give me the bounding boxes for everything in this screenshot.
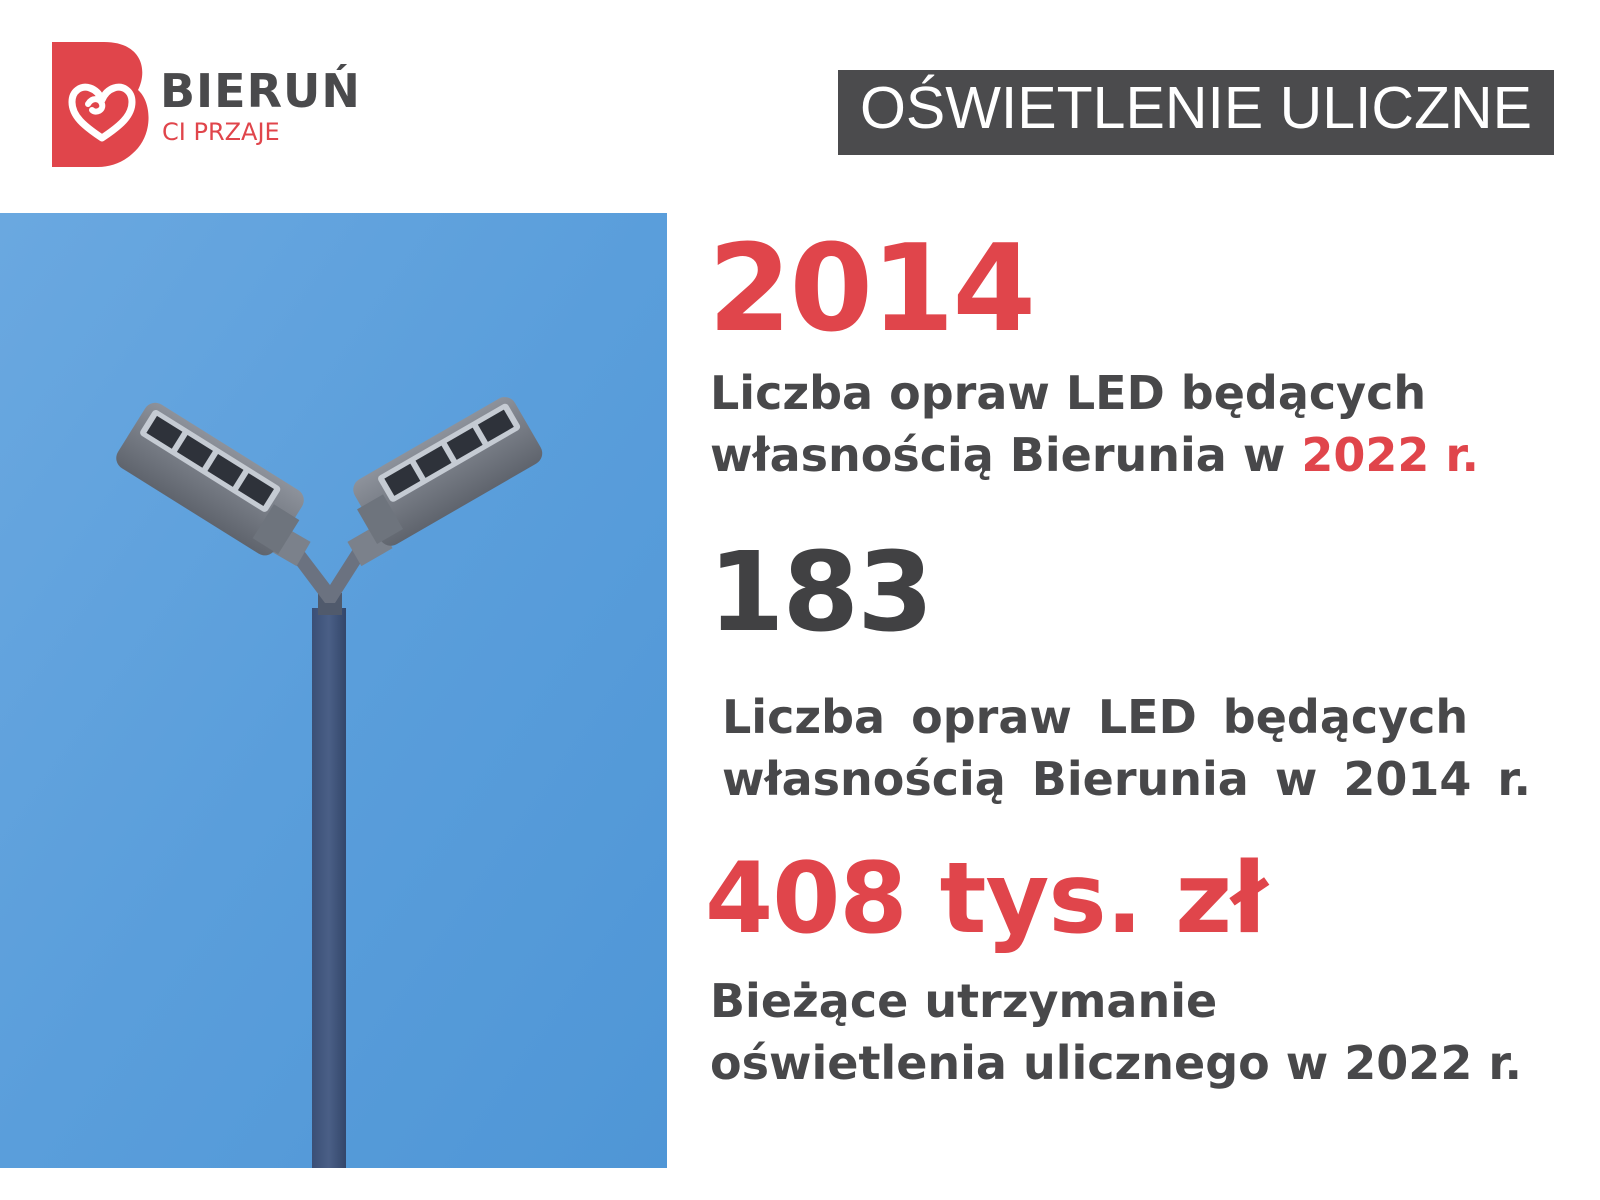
stat-description-1-highlight: 2022 r. bbox=[1301, 428, 1480, 482]
stat-description-3-line1: Bieżące utrzymanie bbox=[710, 974, 1218, 1028]
stat-value-2014: 2014 bbox=[708, 220, 1036, 359]
brand-logo: BIERUŃ CI PRZAJE bbox=[52, 42, 360, 167]
stat-value-183: 183 bbox=[708, 528, 934, 656]
stat-value-cost: 408 tys. zł bbox=[705, 842, 1267, 956]
stat-description-1-line1: Liczba opraw LED będących bbox=[710, 366, 1427, 420]
bierun-logo-icon bbox=[52, 42, 149, 167]
stat-description-2-line2: własnością Bierunia w 2014 r. bbox=[722, 752, 1531, 806]
brand-name: BIERUŃ bbox=[160, 64, 361, 118]
stat-description-3-line2: oświetlenia ulicznego w 2022 r. bbox=[710, 1036, 1522, 1090]
brand-tagline: CI PRZAJE bbox=[162, 118, 280, 146]
street-lamp-icon bbox=[0, 213, 667, 1168]
page-title: OŚWIETLENIE ULICZNE bbox=[838, 70, 1554, 155]
street-lamp-photo bbox=[0, 213, 667, 1168]
stat-description-2: Liczba opraw LED będących własnością Bie… bbox=[722, 686, 1531, 810]
stat-description-1-line2-text: własnością Bierunia w bbox=[710, 428, 1302, 482]
stat-description-2-line1: Liczba opraw LED będących bbox=[722, 690, 1469, 744]
stat-description-1: Liczba opraw LED będących własnością Bie… bbox=[710, 362, 1479, 486]
stat-description-3: Bieżące utrzymanie oświetlenia ulicznego… bbox=[710, 970, 1522, 1094]
stat-description-1-line2: własnością Bierunia w 2022 r. bbox=[710, 424, 1479, 486]
